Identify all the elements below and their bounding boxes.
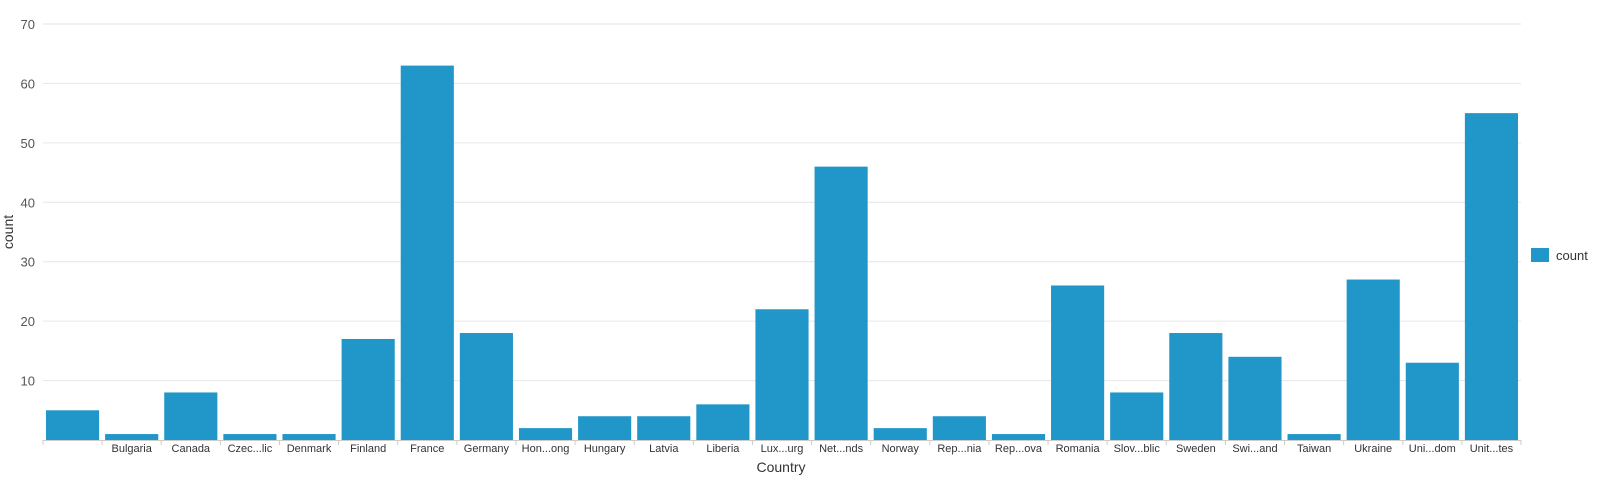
x-tick-label: Lux...urg [761, 443, 804, 455]
x-axis [42, 440, 1522, 445]
x-tick-label: Hungary [584, 443, 626, 455]
x-tick-label: France [410, 443, 444, 455]
bar[interactable] [1051, 285, 1105, 440]
x-tick-label: Taiwan [1297, 443, 1331, 455]
x-tick-label: Germany [464, 443, 510, 455]
bar[interactable] [1287, 434, 1341, 440]
legend-swatch-count [1531, 248, 1549, 262]
x-tick-label: Finland [350, 443, 386, 455]
legend[interactable]: count [1531, 248, 1588, 263]
x-tick-label: Bulgaria [112, 443, 153, 455]
bar[interactable] [164, 392, 218, 440]
bar[interactable] [755, 309, 809, 440]
bar[interactable] [1405, 362, 1459, 440]
x-tick-label: Unit...tes [1470, 443, 1514, 455]
y-tick-label: 50 [21, 136, 35, 151]
y-tick-label: 40 [21, 195, 35, 210]
bar[interactable] [1228, 356, 1282, 440]
bar[interactable] [1110, 392, 1164, 440]
x-tick-label: Romania [1056, 443, 1101, 455]
grid-lines [43, 23, 1521, 382]
x-tick-label: Liberia [706, 443, 740, 455]
x-tick-label: Canada [172, 443, 211, 455]
y-tick-label: 10 [21, 374, 35, 389]
x-tick-label: Slov...blic [1114, 443, 1161, 455]
bar[interactable] [932, 416, 986, 440]
bar[interactable] [105, 434, 159, 440]
legend-label-count: count [1556, 248, 1588, 263]
bar[interactable] [1346, 279, 1400, 440]
x-tick-label: Hon...ong [522, 443, 570, 455]
x-tick-label: Swi...and [1232, 443, 1277, 455]
bar[interactable] [991, 434, 1046, 440]
y-axis-title: count [0, 215, 16, 249]
x-tick-label: Uni...dom [1409, 443, 1456, 455]
x-axis-title: Country [756, 459, 805, 475]
y-tick-label: 20 [21, 314, 35, 329]
y-tick-label: 30 [21, 255, 35, 270]
bar[interactable] [341, 338, 395, 440]
bar[interactable] [1169, 333, 1223, 440]
bars [46, 65, 1518, 441]
bar[interactable] [46, 410, 100, 440]
y-tick-label: 60 [21, 76, 35, 91]
x-tick-label: Latvia [649, 443, 679, 455]
x-tick-label: Net...nds [819, 443, 864, 455]
x-tick-label: Ukraine [1354, 443, 1392, 455]
bar[interactable] [459, 333, 513, 440]
x-tick-label: Norway [882, 443, 920, 455]
x-tick-label: Denmark [287, 443, 332, 455]
y-tick-label: 70 [21, 17, 35, 32]
bar[interactable] [578, 416, 632, 440]
x-tick-label: Rep...ova [995, 443, 1043, 455]
bar[interactable] [223, 434, 277, 440]
bar[interactable] [518, 428, 573, 440]
bar[interactable] [873, 428, 927, 440]
bar[interactable] [400, 65, 454, 440]
x-tick-label: Rep...nia [937, 443, 982, 455]
bar[interactable] [282, 434, 336, 440]
x-tick-label: Czec...lic [228, 443, 273, 455]
bar[interactable] [637, 416, 691, 440]
x-tick-label: Sweden [1176, 443, 1216, 455]
bar[interactable] [814, 166, 868, 440]
x-axis-category-labels: Bulgaria Canada Czec...lic Denmark Finland Fr… [112, 443, 1514, 455]
bar[interactable] [1464, 113, 1518, 441]
y-axis-ticks: 10 20 30 40 50 60 70 [21, 17, 35, 389]
bar[interactable] [696, 404, 750, 440]
